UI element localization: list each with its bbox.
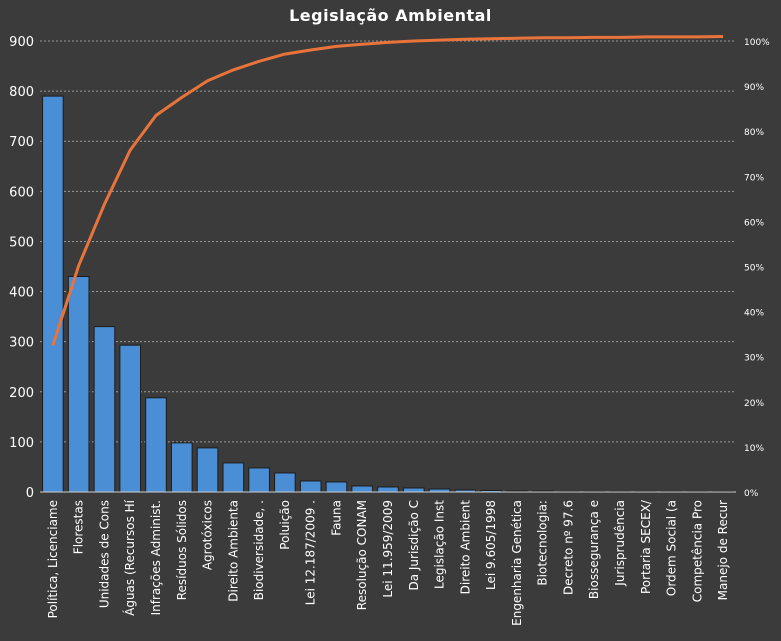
y2-tick-label: 40% — [744, 309, 764, 319]
x-tick-label: Biotecnologia: — [536, 500, 550, 586]
x-tick-label: Jurisprudência — [613, 500, 627, 587]
y-tick-label: 0 — [26, 486, 34, 501]
cumulative-line — [51, 35, 724, 346]
bar — [67, 276, 90, 493]
y-tick-label: 300 — [9, 336, 34, 351]
x-tick-label: Portaria SECEX/ — [639, 499, 653, 594]
bar — [93, 326, 116, 493]
x-tick-label: Águas (Recursos Hí — [122, 499, 137, 616]
x-tick-label: Agrotóxicos — [201, 500, 215, 570]
x-tick-label: Lei 12.187/2009 . — [304, 500, 318, 605]
y2-tick-label: 80% — [744, 128, 764, 138]
x-tick-label: Lei 9.605/1998 — [484, 500, 498, 590]
x-tick-label: Legislação Inst — [433, 500, 447, 589]
x-tick-label: Unidades de Cons — [97, 500, 111, 608]
x-tick-label: Resíduos Sólidos — [175, 500, 189, 600]
bar — [299, 480, 322, 493]
y2-tick-label: 50% — [744, 264, 764, 274]
x-tick-label: Direito Ambient — [458, 500, 472, 595]
bar — [351, 485, 374, 493]
x-tick-label: Engenharia Genética — [510, 500, 524, 626]
y2-tick-label: 70% — [744, 173, 764, 183]
x-tick-label: Manejo de Recur — [716, 500, 730, 600]
bar — [119, 344, 142, 493]
x-tick-label: Competência Pro — [690, 500, 704, 602]
y-tick-label: 700 — [9, 135, 34, 150]
chart-title: Legislação Ambiental — [289, 6, 492, 25]
bar — [145, 397, 167, 493]
x-tick-label: Florestas — [72, 500, 86, 554]
y2-tick-label: 30% — [744, 354, 764, 364]
x-tick-label: Lei 11.959/2009 — [381, 500, 395, 598]
y2-tick-label: 100% — [744, 38, 770, 48]
x-tick-label: Direito Ambienta — [226, 500, 240, 602]
x-tick-label: Fauna — [329, 500, 343, 536]
y-tick-label: 400 — [9, 286, 34, 301]
y-tick-label: 900 — [9, 35, 34, 50]
x-tick-label: Resolução CONAM — [355, 500, 369, 610]
y-tick-label: 200 — [9, 386, 34, 401]
x-tick-label: Da Jurisdição C — [407, 500, 421, 591]
bar — [42, 95, 64, 493]
x-tick-label: Biodiversidade, . — [252, 500, 266, 600]
y-tick-label: 500 — [9, 235, 34, 250]
bar — [196, 447, 219, 493]
y-tick-label: 600 — [9, 185, 34, 200]
x-tick-label: Ordem Social (a — [665, 500, 679, 596]
y2-tick-label: 0% — [744, 489, 759, 499]
x-tick-label: Infrações Administ. — [149, 500, 163, 615]
bar — [377, 486, 399, 493]
y2-tick-label: 10% — [744, 444, 764, 454]
y-tick-label: 100 — [9, 436, 34, 451]
bar — [170, 442, 193, 493]
bar — [222, 462, 245, 493]
x-tick-label: Poluição — [278, 500, 292, 550]
y2-tick-label: 90% — [744, 83, 764, 93]
x-tick-label: Biossegurança e — [587, 500, 601, 599]
y2-tick-label: 60% — [744, 218, 764, 228]
y2-tick-label: 20% — [744, 399, 764, 409]
bar — [248, 467, 270, 493]
x-tick-label: Política, Licenciame — [46, 500, 60, 618]
bar — [325, 481, 348, 493]
bar — [402, 487, 425, 493]
y-tick-label: 800 — [9, 85, 34, 100]
bar — [274, 472, 296, 493]
x-tick-label: Decreto nº 97.6 — [561, 500, 575, 595]
